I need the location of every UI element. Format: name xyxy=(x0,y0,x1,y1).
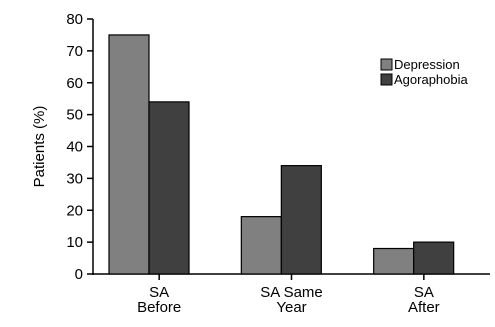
x-tick-label: After xyxy=(408,299,440,316)
legend-swatch-depression xyxy=(380,58,393,71)
bar-agoraphobia-2 xyxy=(413,241,455,275)
x-tick-label: SA xyxy=(149,284,169,301)
x-tick-label: SA xyxy=(414,284,434,301)
y-tick-label: 20 xyxy=(66,202,83,219)
bar-depression-0 xyxy=(108,34,150,275)
legend-label-agoraphobia: Agoraphobia xyxy=(394,72,468,87)
y-axis-label: Patients (%) xyxy=(31,106,48,188)
x-tick-label: SA Same xyxy=(260,284,323,301)
legend-swatch-agoraphobia xyxy=(380,73,393,86)
bar-depression-2 xyxy=(373,247,415,275)
y-tick-label: 70 xyxy=(66,43,83,60)
x-tick-label: Year xyxy=(276,299,306,316)
bar-agoraphobia-1 xyxy=(280,165,322,275)
bar-agoraphobia-0 xyxy=(148,101,190,275)
x-tick-label: Before xyxy=(137,299,181,316)
legend-label-depression: Depression xyxy=(394,57,460,72)
y-tick-label: 40 xyxy=(66,139,83,156)
y-tick-label: 60 xyxy=(66,75,83,92)
y-tick-label: 50 xyxy=(66,107,83,124)
y-tick-label: 10 xyxy=(66,234,83,251)
y-tick-label: 30 xyxy=(66,170,83,187)
y-tick-label: 80 xyxy=(66,11,83,28)
bar-depression-1 xyxy=(240,216,282,275)
y-tick-label: 0 xyxy=(75,266,83,283)
